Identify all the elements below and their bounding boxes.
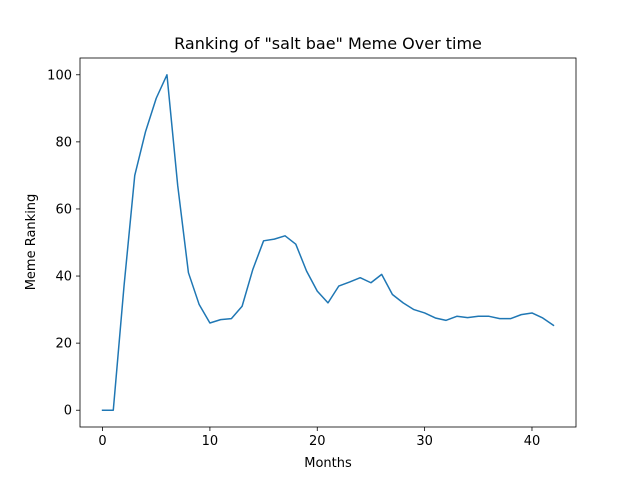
x-tick-label: 0 xyxy=(98,434,106,449)
series-line-0 xyxy=(101,74,555,411)
x-tick-label: 20 xyxy=(309,434,326,449)
x-tick-label: 40 xyxy=(524,434,541,449)
plot-frame xyxy=(79,57,577,428)
y-tick-label: 100 xyxy=(47,68,72,83)
y-tick-label: 80 xyxy=(55,135,72,150)
x-tick-label: 30 xyxy=(416,434,433,449)
x-axis-label: Months xyxy=(304,456,352,471)
y-axis-label: Meme Ranking xyxy=(24,194,39,291)
chart-title: Ranking of "salt bae" Meme Over time xyxy=(174,34,482,53)
y-axis: 0 20 40 60 80 100 xyxy=(47,68,80,419)
x-tick-label: 10 xyxy=(202,434,219,449)
y-tick-label: 20 xyxy=(55,337,72,352)
x-axis: 0 10 20 30 40 xyxy=(98,427,540,449)
y-tick-label: 40 xyxy=(55,270,72,285)
y-tick-label: 60 xyxy=(55,202,72,217)
plot-area xyxy=(79,57,577,428)
y-tick-label: 0 xyxy=(64,404,72,419)
series-layer xyxy=(101,74,555,411)
